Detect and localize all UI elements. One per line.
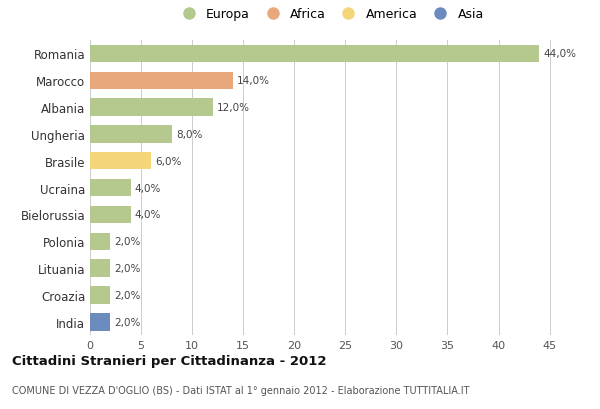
Text: 2,0%: 2,0% — [115, 263, 141, 274]
Text: 44,0%: 44,0% — [544, 49, 577, 59]
Text: 4,0%: 4,0% — [135, 183, 161, 193]
Text: 14,0%: 14,0% — [237, 76, 270, 86]
Bar — [90, 99, 212, 117]
Text: 2,0%: 2,0% — [115, 237, 141, 247]
Bar — [90, 45, 539, 63]
Text: 8,0%: 8,0% — [176, 130, 202, 139]
Bar — [90, 233, 110, 250]
Bar — [90, 206, 131, 224]
Bar — [90, 153, 151, 170]
Text: 2,0%: 2,0% — [115, 317, 141, 327]
Bar — [90, 180, 131, 197]
Text: 6,0%: 6,0% — [155, 156, 182, 166]
Text: 2,0%: 2,0% — [115, 290, 141, 300]
Text: Cittadini Stranieri per Cittadinanza - 2012: Cittadini Stranieri per Cittadinanza - 2… — [12, 354, 326, 367]
Bar — [90, 287, 110, 304]
Bar — [90, 72, 233, 90]
Legend: Europa, Africa, America, Asia: Europa, Africa, America, Asia — [171, 3, 489, 26]
Text: COMUNE DI VEZZA D'OGLIO (BS) - Dati ISTAT al 1° gennaio 2012 - Elaborazione TUTT: COMUNE DI VEZZA D'OGLIO (BS) - Dati ISTA… — [12, 384, 470, 395]
Bar — [90, 126, 172, 143]
Text: 4,0%: 4,0% — [135, 210, 161, 220]
Text: 12,0%: 12,0% — [217, 103, 250, 113]
Bar — [90, 260, 110, 277]
Bar — [90, 313, 110, 331]
